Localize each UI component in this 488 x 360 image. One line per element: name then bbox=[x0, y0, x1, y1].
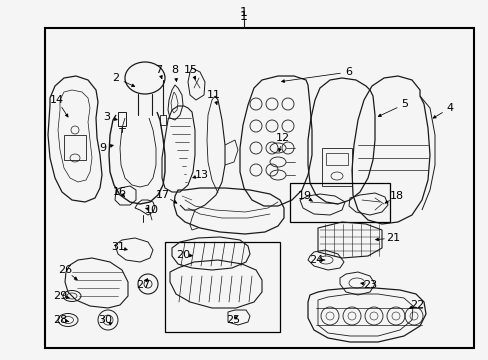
Text: 15: 15 bbox=[183, 65, 198, 75]
Text: 27: 27 bbox=[136, 280, 150, 290]
Text: 17: 17 bbox=[156, 190, 170, 200]
Text: 5: 5 bbox=[401, 99, 407, 109]
Bar bbox=[321, 148, 351, 186]
Text: 1: 1 bbox=[240, 5, 247, 18]
Bar bbox=[118, 112, 126, 126]
Text: 12: 12 bbox=[275, 133, 289, 143]
Text: 9: 9 bbox=[99, 143, 106, 153]
Text: 4: 4 bbox=[446, 103, 453, 113]
Text: 1: 1 bbox=[240, 10, 247, 23]
Bar bbox=[45, 28, 473, 348]
Text: 3: 3 bbox=[103, 112, 110, 122]
Text: 2: 2 bbox=[112, 73, 120, 83]
Text: 30: 30 bbox=[98, 315, 112, 325]
Text: 19: 19 bbox=[297, 191, 311, 201]
Text: 16: 16 bbox=[113, 187, 127, 197]
Bar bbox=[160, 115, 165, 125]
Text: 18: 18 bbox=[389, 191, 403, 201]
Text: 28: 28 bbox=[53, 315, 67, 325]
Text: 11: 11 bbox=[206, 90, 221, 100]
Text: 20: 20 bbox=[176, 250, 190, 260]
Text: 31: 31 bbox=[111, 242, 125, 252]
Text: 26: 26 bbox=[58, 265, 72, 275]
Text: 23: 23 bbox=[362, 280, 376, 290]
Bar bbox=[64, 135, 86, 160]
Text: 21: 21 bbox=[385, 233, 399, 243]
Bar bbox=[325, 153, 347, 165]
Text: 13: 13 bbox=[195, 170, 208, 180]
Text: 29: 29 bbox=[53, 291, 67, 301]
Bar bbox=[289, 183, 389, 222]
Bar bbox=[164, 242, 280, 332]
Text: 25: 25 bbox=[225, 315, 240, 325]
Text: 8: 8 bbox=[171, 65, 178, 75]
Text: 7: 7 bbox=[155, 65, 162, 75]
Text: 6: 6 bbox=[345, 67, 352, 77]
Text: 22: 22 bbox=[409, 300, 423, 310]
Text: 24: 24 bbox=[308, 255, 323, 265]
Text: 10: 10 bbox=[145, 205, 159, 215]
Text: 14: 14 bbox=[50, 95, 64, 105]
